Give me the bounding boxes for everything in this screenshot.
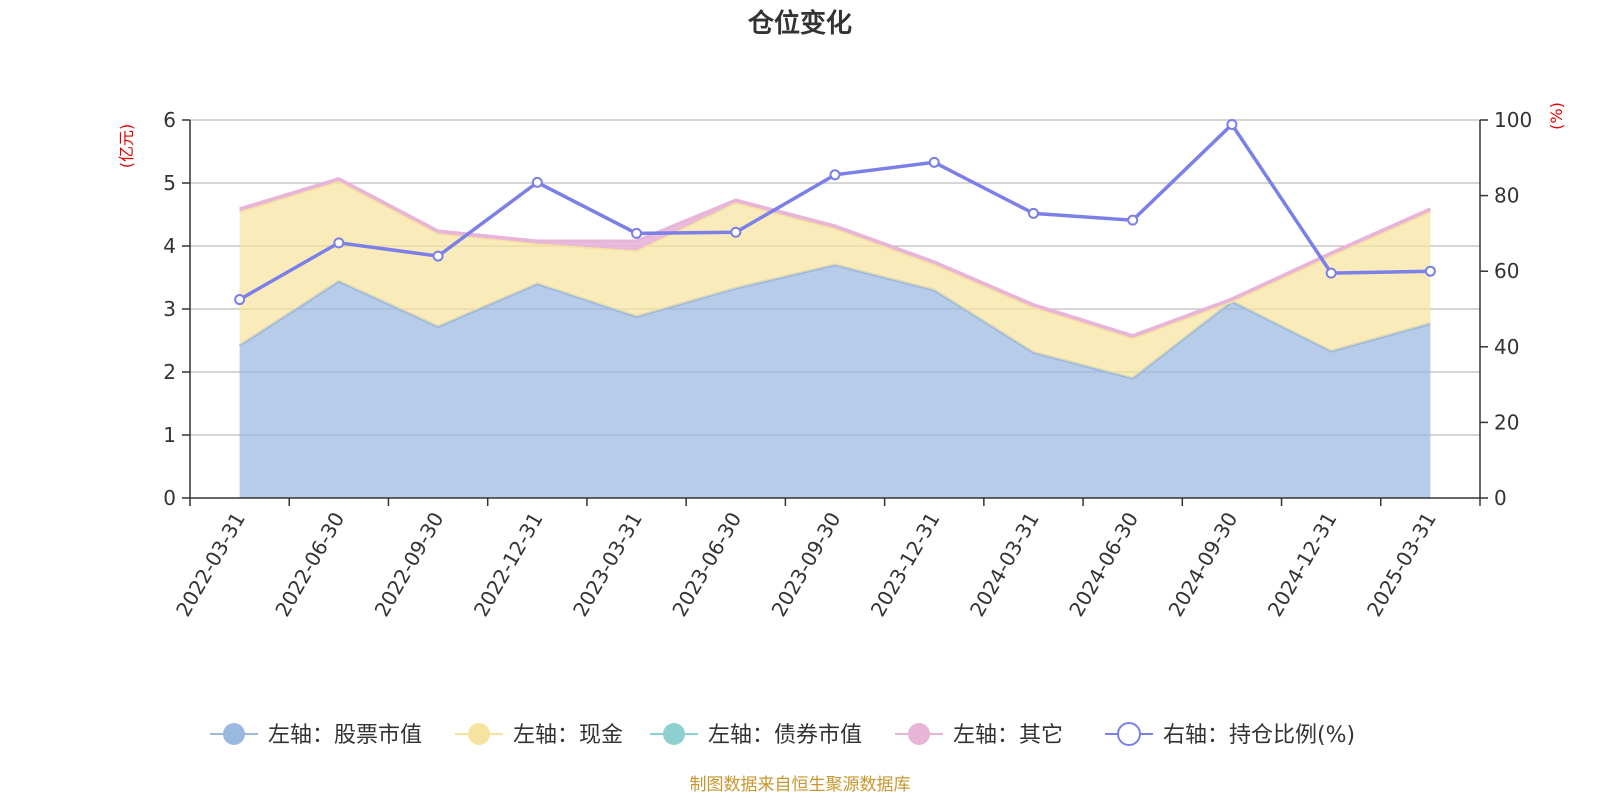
- right-tick-label: 60: [1494, 259, 1519, 283]
- ratio-point: [631, 227, 643, 239]
- legend-label: 右轴：持仓比例(%): [1163, 723, 1355, 748]
- area-fill: [239, 264, 1431, 498]
- legend-label: 左轴：现金: [513, 723, 623, 748]
- left-tick-label: 1: [163, 423, 176, 447]
- ratio-point: [1127, 214, 1139, 226]
- right-tick-label: 80: [1494, 184, 1519, 208]
- ratio-point: [333, 237, 345, 249]
- x-tick-label: 2022-06-30: [270, 508, 349, 621]
- ratio-point: [234, 294, 246, 306]
- x-tick-label: 2024-06-30: [1064, 508, 1143, 621]
- legend-label: 左轴：股票市值: [268, 723, 422, 748]
- area-series: [238, 176, 1432, 498]
- legend-marker: [908, 723, 930, 745]
- left-axis-unit: (亿元): [117, 124, 136, 169]
- ratio-point: [432, 250, 444, 262]
- legend-marker: [1117, 722, 1141, 746]
- data-source-note: 制图数据来自恒生聚源数据库: [690, 775, 911, 795]
- legend-marker: [663, 723, 685, 745]
- legend-label: 左轴：债券市值: [708, 723, 862, 748]
- legend-marker: [223, 723, 245, 745]
- x-tick-label: 2023-12-31: [866, 508, 945, 621]
- right-tick-label: 100: [1494, 108, 1532, 132]
- right-tick-label: 20: [1494, 410, 1519, 434]
- line-series: [234, 119, 1436, 306]
- left-tick-label: 2: [163, 360, 176, 384]
- ratio-point: [1226, 119, 1238, 131]
- right-axis-unit: (%): [1547, 102, 1566, 130]
- right-tick-label: 0: [1494, 486, 1507, 510]
- legend-marker: [468, 723, 490, 745]
- area-edge-line: [239, 176, 1432, 338]
- left-tick-label: 4: [163, 234, 176, 258]
- ratio-point: [928, 156, 940, 168]
- area-fill: [239, 181, 1431, 379]
- left-tick-label: 6: [163, 108, 176, 132]
- x-tick-label: 2022-12-31: [469, 508, 548, 621]
- ratio-point: [1325, 267, 1337, 279]
- x-tick-label: 2023-09-30: [766, 508, 845, 621]
- chart-title: 仓位变化: [747, 8, 852, 39]
- right-tick-label: 40: [1494, 335, 1519, 359]
- ratio-point: [730, 226, 742, 238]
- x-tick-label: 2024-03-31: [965, 508, 1044, 621]
- x-tick-label: 2022-03-31: [171, 508, 250, 621]
- left-tick-label: 5: [163, 171, 176, 195]
- ratio-point: [1424, 265, 1436, 277]
- ratio-point: [531, 176, 543, 188]
- ratio-point: [1027, 207, 1039, 219]
- legend: 左轴：股票市值 左轴：现金 左轴：债券市值 左轴：其它 右轴：持仓比例(%): [210, 722, 1355, 748]
- x-tick-label: 2025-03-31: [1362, 508, 1441, 621]
- left-tick-label: 0: [163, 486, 176, 510]
- left-tick-label: 3: [163, 297, 176, 321]
- x-tick-label: 2024-09-30: [1163, 508, 1242, 621]
- ratio-point: [829, 169, 841, 181]
- legend-label: 左轴：其它: [953, 723, 1063, 748]
- x-tick-label: 2024-12-31: [1263, 508, 1342, 621]
- x-tick-label: 2022-09-30: [370, 508, 449, 621]
- x-tick-label: 2023-06-30: [667, 508, 746, 621]
- x-tick-label: 2023-03-31: [568, 508, 647, 621]
